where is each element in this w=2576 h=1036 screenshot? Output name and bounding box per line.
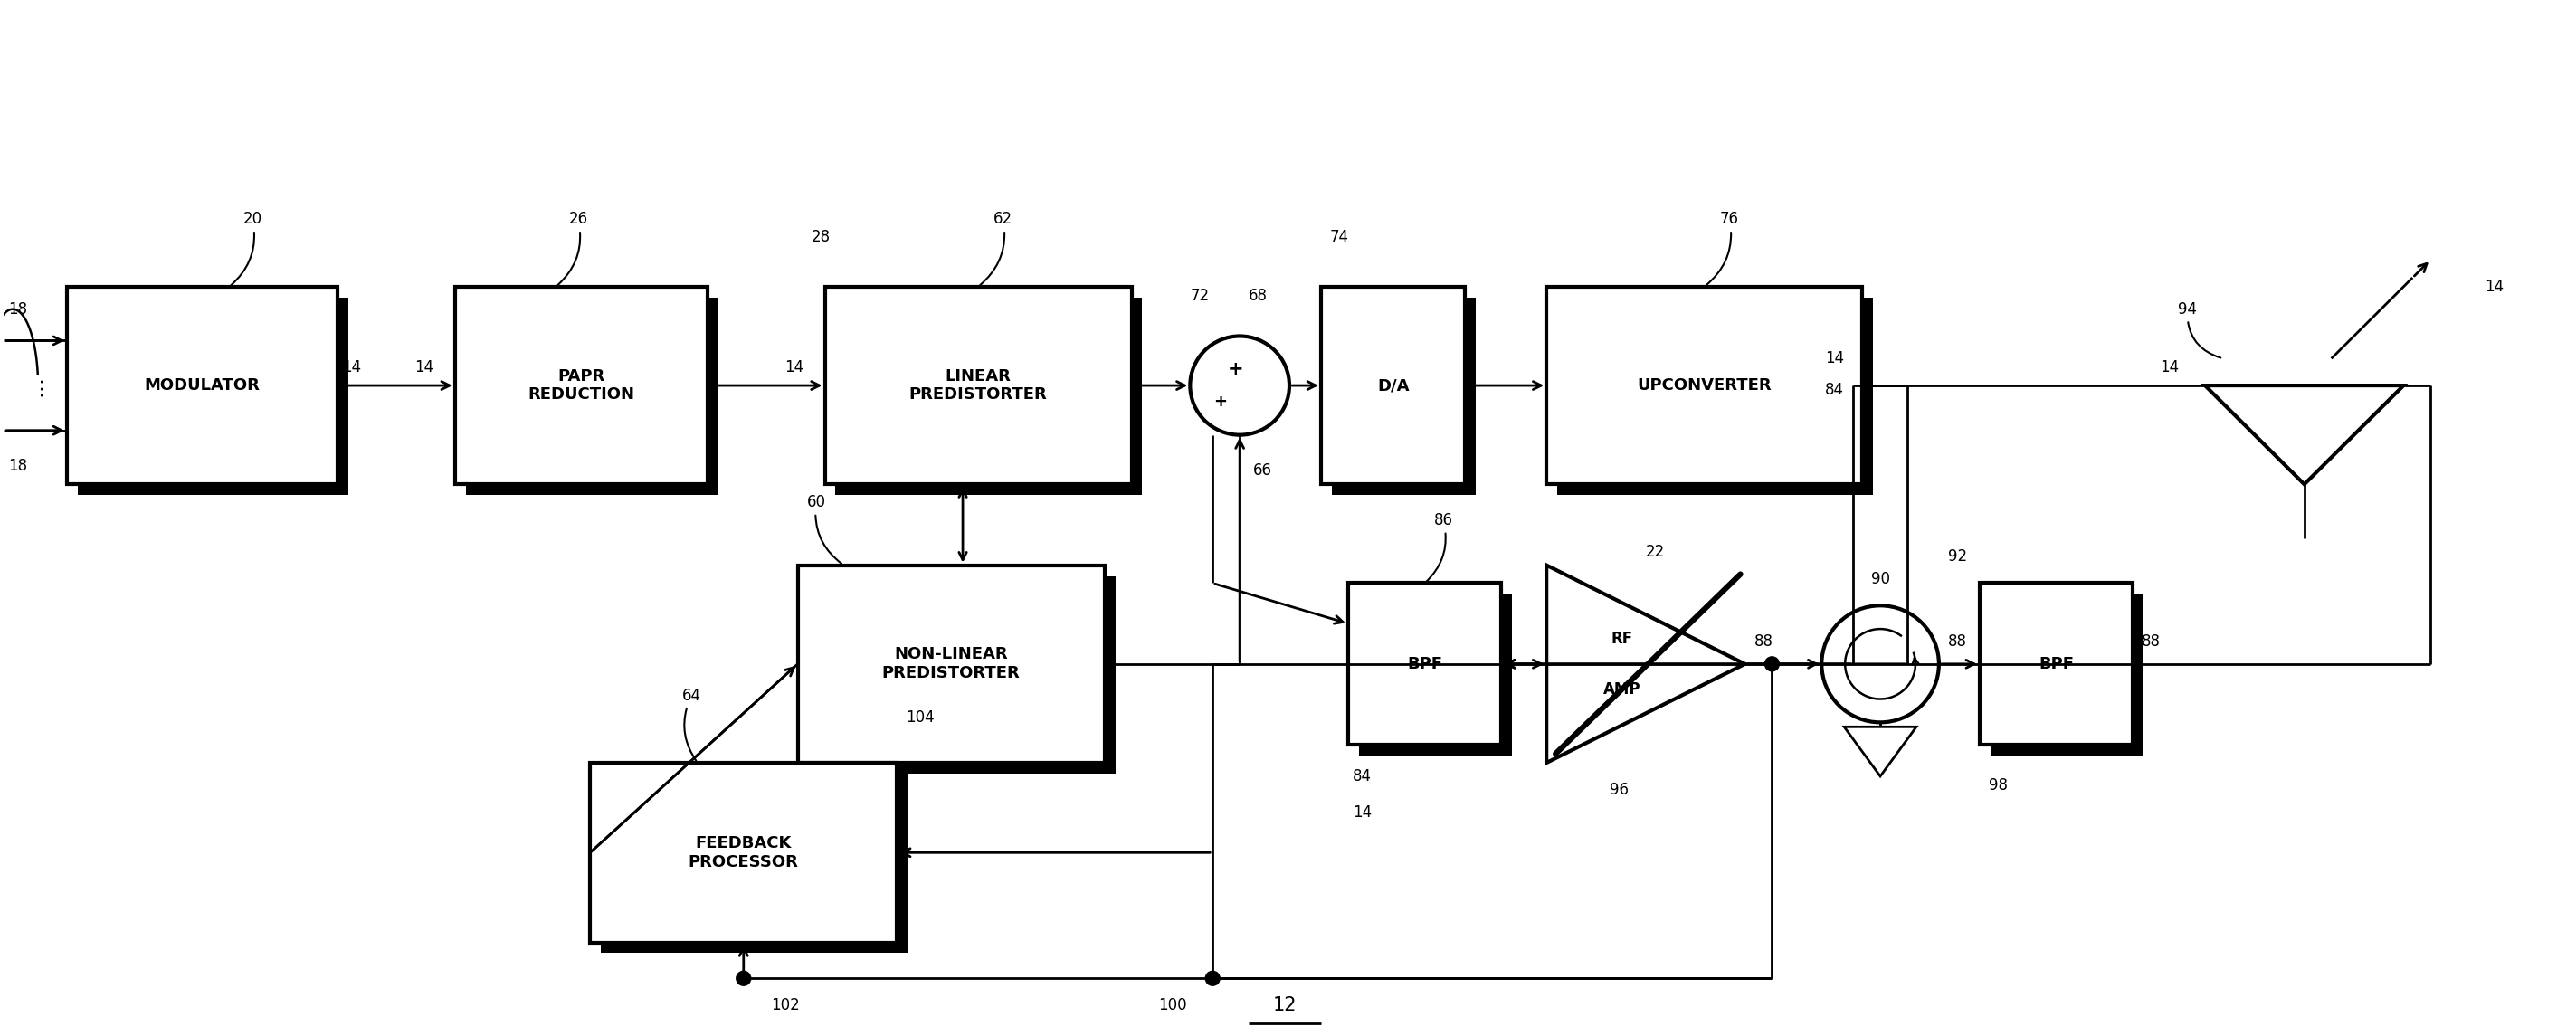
Text: 98: 98 (1989, 777, 2007, 794)
Circle shape (737, 971, 750, 985)
Text: 86: 86 (1427, 512, 1453, 581)
Text: 14: 14 (2159, 359, 2179, 376)
Text: 72: 72 (1190, 288, 1208, 304)
Text: 94: 94 (2177, 301, 2221, 357)
Text: 100: 100 (1159, 997, 1188, 1013)
Bar (799, 566, 1105, 762)
Text: UPCONVERTER: UPCONVERTER (1638, 377, 1772, 394)
Text: MODULATOR: MODULATOR (144, 377, 260, 394)
Text: 74: 74 (1329, 229, 1350, 246)
Circle shape (1206, 971, 1221, 985)
Text: 28: 28 (811, 229, 829, 246)
Text: 14: 14 (343, 359, 361, 376)
Text: 14: 14 (2486, 279, 2504, 295)
Text: 66: 66 (1255, 463, 1273, 479)
Text: 88: 88 (2141, 633, 2161, 650)
Text: 102: 102 (770, 997, 799, 1013)
Text: D/A: D/A (1378, 377, 1409, 394)
Text: 64: 64 (683, 687, 701, 760)
Bar (1558, 297, 1873, 495)
Text: 88: 88 (1754, 633, 1772, 650)
Text: 12: 12 (1273, 997, 1296, 1014)
Text: BPF: BPF (2038, 656, 2074, 672)
Text: 60: 60 (806, 494, 842, 564)
Text: BPF: BPF (1406, 656, 1443, 672)
Text: 20: 20 (232, 211, 263, 285)
Text: 84: 84 (1352, 768, 1370, 784)
Text: 84: 84 (1826, 382, 1844, 398)
Text: LINEAR
PREDISTORTER: LINEAR PREDISTORTER (909, 368, 1048, 403)
Text: 18: 18 (8, 458, 28, 474)
Text: PAPR
REDUCTION: PAPR REDUCTION (528, 368, 634, 403)
Bar (1546, 287, 1862, 484)
Text: 62: 62 (979, 211, 1012, 285)
Text: 76: 76 (1705, 211, 1739, 285)
Text: 14: 14 (783, 359, 804, 376)
Text: +: + (1226, 361, 1244, 378)
Bar (600, 774, 907, 953)
Bar (67, 287, 337, 484)
Text: 96: 96 (1610, 781, 1628, 798)
Text: AMP: AMP (1602, 681, 1641, 697)
Bar (590, 762, 896, 943)
Text: 14: 14 (1352, 804, 1370, 821)
Bar (835, 297, 1141, 495)
Bar (1991, 594, 2143, 755)
Bar (1347, 583, 1502, 745)
Circle shape (1765, 657, 1780, 671)
Text: 92: 92 (1947, 548, 1968, 565)
Bar (809, 576, 1115, 774)
Bar (456, 287, 708, 484)
Bar (1978, 583, 2133, 745)
Text: ...: ... (26, 375, 46, 397)
Text: 14: 14 (1824, 350, 1844, 367)
Bar (1332, 297, 1476, 495)
Text: RF: RF (1610, 631, 1633, 646)
Text: 90: 90 (1870, 571, 1891, 586)
Bar (1321, 287, 1466, 484)
Text: NON-LINEAR
PREDISTORTER: NON-LINEAR PREDISTORTER (881, 646, 1020, 682)
Text: FEEDBACK
PROCESSOR: FEEDBACK PROCESSOR (688, 835, 799, 870)
Bar (77, 297, 348, 495)
Bar (1358, 594, 1512, 755)
Text: 22: 22 (1646, 544, 1664, 559)
Text: 18: 18 (8, 301, 28, 317)
Text: +: + (1213, 394, 1226, 410)
Text: 88: 88 (1947, 633, 1968, 650)
Text: 104: 104 (907, 710, 935, 726)
Bar (824, 287, 1131, 484)
Text: 14: 14 (415, 359, 433, 376)
Text: 26: 26 (559, 211, 587, 285)
Bar (466, 297, 719, 495)
Text: 68: 68 (1249, 288, 1267, 304)
